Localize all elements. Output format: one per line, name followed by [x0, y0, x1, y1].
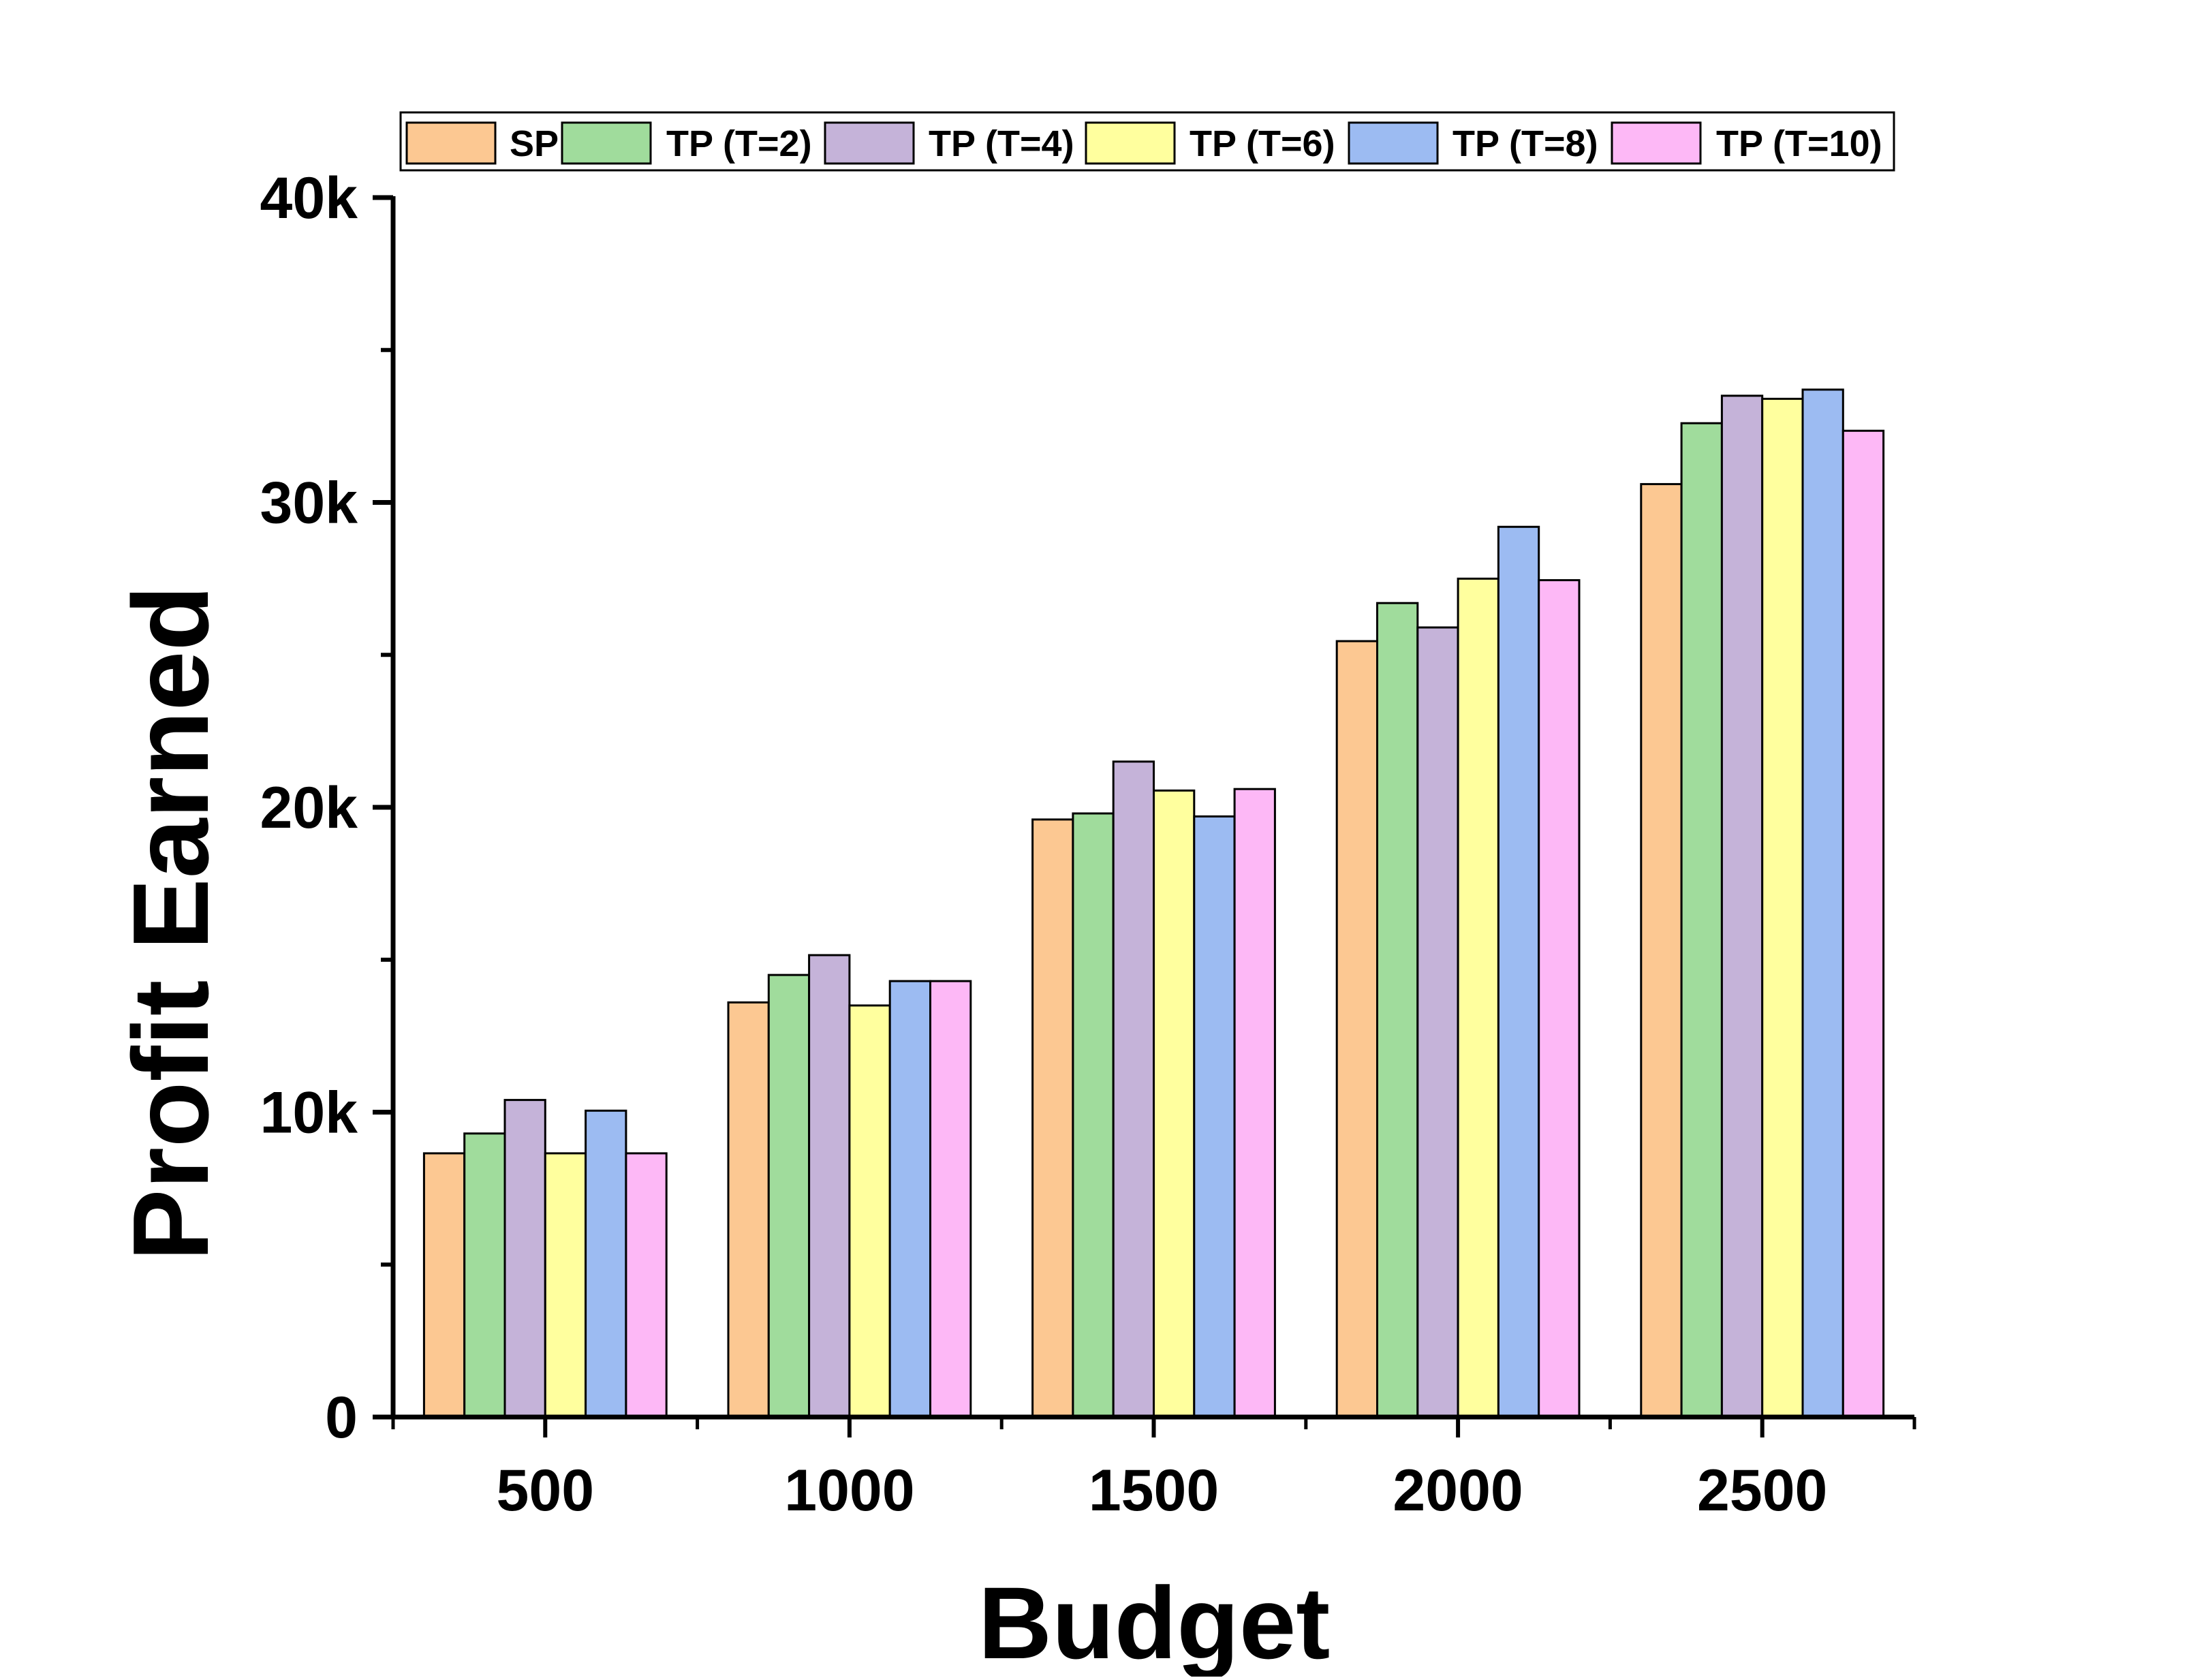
legend-label: TP (T=2)	[666, 123, 812, 164]
legend-swatch	[824, 121, 915, 165]
bar	[888, 980, 931, 1418]
legend-swatch	[1611, 121, 1702, 165]
x-tick-label: 2500	[1697, 1458, 1827, 1523]
x-axis-title: Budget	[978, 1566, 1331, 1677]
bar	[1640, 483, 1683, 1418]
bar	[1761, 397, 1804, 1418]
legend: SP TP (T=2) TP (T=4) TP (T=6) TP (T=8) TP (T=…	[399, 111, 1895, 172]
legend-label: TP (T=10)	[1716, 123, 1882, 164]
y-axis-title: Profit Earned	[111, 585, 231, 1261]
bar	[503, 1099, 546, 1418]
bar	[1538, 579, 1581, 1418]
bar	[848, 1004, 891, 1418]
bar	[1376, 602, 1419, 1418]
legend-label: TP (T=4)	[929, 123, 1074, 164]
legend-swatch	[405, 121, 497, 165]
axes-layer: 0 10k 20k 30k 40k 500 1000 1500 2000 2500	[260, 166, 1916, 1523]
y-tick-label: 10k	[260, 1080, 358, 1146]
bar	[544, 1152, 587, 1418]
bar	[1680, 422, 1723, 1418]
bar	[585, 1109, 627, 1418]
legend-label: TP (T=8)	[1452, 123, 1598, 164]
bar	[1153, 789, 1196, 1418]
bar	[929, 980, 972, 1418]
bar	[1497, 525, 1540, 1418]
bar	[1335, 640, 1378, 1418]
y-tick-label: 0	[325, 1385, 358, 1450]
bar	[1233, 788, 1276, 1418]
bar	[1720, 394, 1764, 1418]
legend-swatch	[1348, 121, 1439, 165]
bar	[1842, 429, 1885, 1418]
bars-layer	[422, 388, 1885, 1418]
bar	[1031, 818, 1074, 1418]
legend-label: TP (T=6)	[1190, 123, 1335, 164]
x-tick-label: 2000	[1393, 1458, 1523, 1523]
bar	[422, 1152, 466, 1418]
bar	[1193, 815, 1236, 1418]
bar	[808, 954, 851, 1418]
bar	[1416, 626, 1459, 1418]
bar	[727, 1001, 770, 1418]
legend-swatch	[1085, 121, 1176, 165]
x-tick-label: 500	[497, 1458, 595, 1523]
x-tick-label: 1500	[1089, 1458, 1219, 1523]
bar	[625, 1152, 668, 1418]
legend-label: SP	[510, 123, 559, 164]
legend-swatch	[561, 121, 652, 165]
bar	[1112, 760, 1155, 1418]
bar	[1072, 812, 1115, 1418]
bar	[463, 1132, 506, 1418]
y-tick-label: 30k	[260, 471, 358, 536]
x-tick-label: 1000	[784, 1458, 914, 1523]
bar	[1801, 388, 1844, 1418]
y-tick-label: 20k	[260, 775, 358, 841]
y-tick-label: 40k	[260, 166, 358, 231]
bar	[767, 974, 811, 1418]
bar	[1457, 577, 1499, 1418]
